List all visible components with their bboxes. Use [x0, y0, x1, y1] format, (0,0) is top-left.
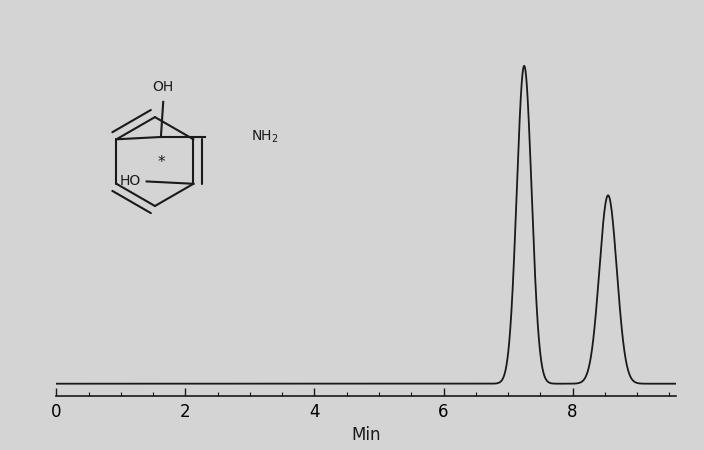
Text: OH: OH — [153, 80, 174, 94]
Text: HO: HO — [120, 175, 141, 189]
X-axis label: Min: Min — [351, 427, 381, 445]
Text: *: * — [157, 154, 165, 170]
Text: NH$_2$: NH$_2$ — [251, 129, 279, 145]
